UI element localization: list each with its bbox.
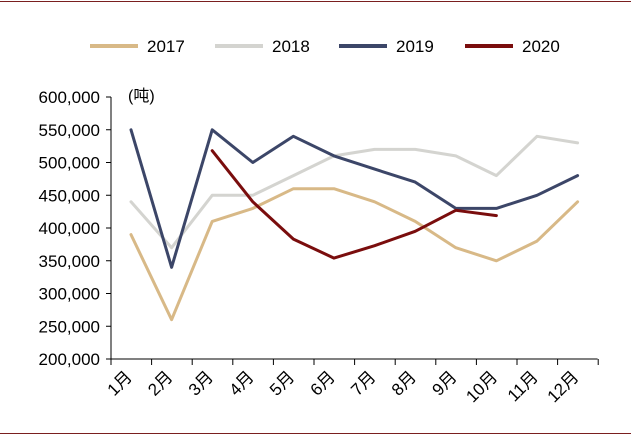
- x-tick-label: 4月: [225, 367, 257, 399]
- legend-label-2018: 2018: [272, 37, 310, 56]
- x-tick-label: 1月: [104, 367, 136, 399]
- x-tick-label: 3月: [185, 367, 217, 399]
- y-tick-label: 300,000: [39, 285, 100, 304]
- legend-label-2017: 2017: [147, 37, 185, 56]
- series-line-2019: [129, 128, 580, 269]
- x-tick-label: 12月: [544, 367, 583, 406]
- bottom-border: [0, 433, 631, 434]
- legend-label-2019: 2019: [396, 37, 434, 56]
- y-tick-label: 600,000: [39, 88, 100, 107]
- y-tick-label: 450,000: [39, 186, 100, 205]
- x-tick-label: 5月: [266, 367, 298, 399]
- unit-label: (吨): [128, 87, 155, 105]
- series-line-2020: [210, 149, 498, 260]
- x-tick-label: 8月: [388, 367, 420, 399]
- y-tick-label: 400,000: [39, 219, 100, 238]
- y-tick-label: 500,000: [39, 154, 100, 173]
- x-tick-label: 11月: [504, 367, 542, 405]
- y-axis: 200,000 250,000 300,000 350,000 400,000 450,0…: [39, 88, 112, 369]
- legend: 2017 2018 2019 2020: [90, 37, 560, 56]
- x-tick-label: 7月: [347, 367, 379, 399]
- x-tick-label: 10月: [462, 367, 501, 406]
- x-axis: 1月 2月 3月 4月 5月 6月 7月 8月 9月 10月 11月 12月: [104, 358, 599, 406]
- top-border: [0, 1, 631, 2]
- x-tick-label: 9月: [428, 367, 460, 399]
- series-line-2018: [129, 134, 580, 250]
- y-tick-label: 550,000: [39, 121, 100, 140]
- legend-label-2020: 2020: [522, 37, 560, 56]
- x-tick-label: 6月: [307, 367, 339, 399]
- series-lines: [129, 128, 580, 322]
- y-tick-label: 250,000: [39, 317, 100, 336]
- y-tick-label: 350,000: [39, 252, 100, 271]
- x-tick-label: 2月: [144, 367, 176, 399]
- y-tick-label: 200,000: [39, 350, 100, 369]
- series-line-2017: [129, 187, 580, 322]
